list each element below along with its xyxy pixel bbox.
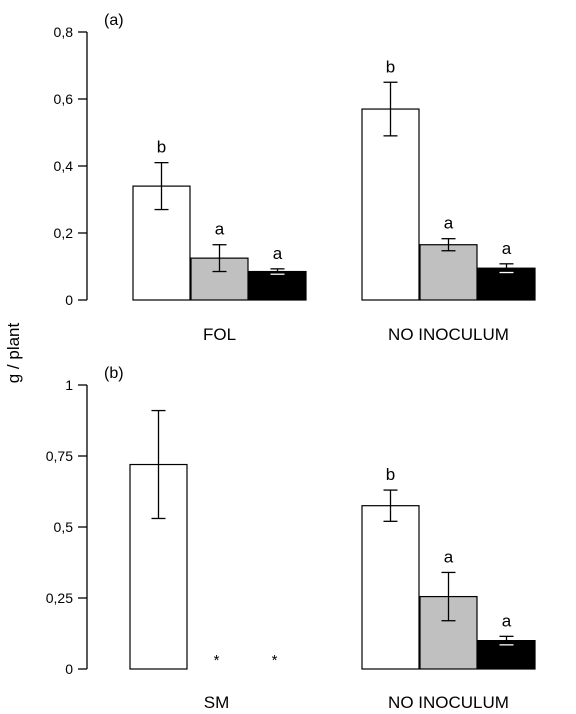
y-axis-label: g / plant xyxy=(4,322,23,383)
significance-letter: b xyxy=(386,465,395,484)
category-label: SM xyxy=(204,693,230,712)
panel-b: (b) 0 0,25 0,5 0,75 1 * * SM b a a NO INOCULUM xyxy=(46,365,536,712)
category-label: NO INOCULUM xyxy=(388,325,509,344)
y-tick-label: 0,6 xyxy=(54,91,74,107)
y-tick-label: 0,75 xyxy=(46,448,73,464)
missing-data-marker: * xyxy=(214,652,220,669)
category-label: FOL xyxy=(203,325,236,344)
significance-letter: a xyxy=(444,547,454,566)
y-tick-label: 0,5 xyxy=(54,519,74,535)
category-label: NO INOCULUM xyxy=(388,693,509,712)
missing-data-marker: * xyxy=(272,652,278,669)
y-tick-label: 0,25 xyxy=(46,590,73,606)
y-tick-label: 0,4 xyxy=(54,158,74,174)
y-tick-label: 0 xyxy=(65,661,73,677)
y-tick-label: 0,8 xyxy=(54,24,74,40)
panel-a: (a) 0 0,2 0,4 0,6 0,8 b a a FOL b a a NO INOCULUM xyxy=(54,12,536,344)
y-tick-label: 1 xyxy=(65,377,73,393)
panel-label: (b) xyxy=(104,365,124,382)
bar xyxy=(419,244,478,301)
significance-letter: b xyxy=(157,138,166,157)
bar xyxy=(361,108,420,301)
significance-letter: a xyxy=(273,244,283,263)
bar xyxy=(361,505,420,670)
panel-label: (a) xyxy=(104,12,124,29)
significance-letter: a xyxy=(502,239,512,258)
significance-letter: a xyxy=(215,220,225,239)
significance-letter: a xyxy=(444,214,454,233)
significance-letter: b xyxy=(386,57,395,76)
y-tick-label: 0,2 xyxy=(54,225,74,241)
y-tick-label: 0 xyxy=(65,292,73,308)
significance-letter: a xyxy=(502,611,512,630)
bar xyxy=(248,270,307,301)
